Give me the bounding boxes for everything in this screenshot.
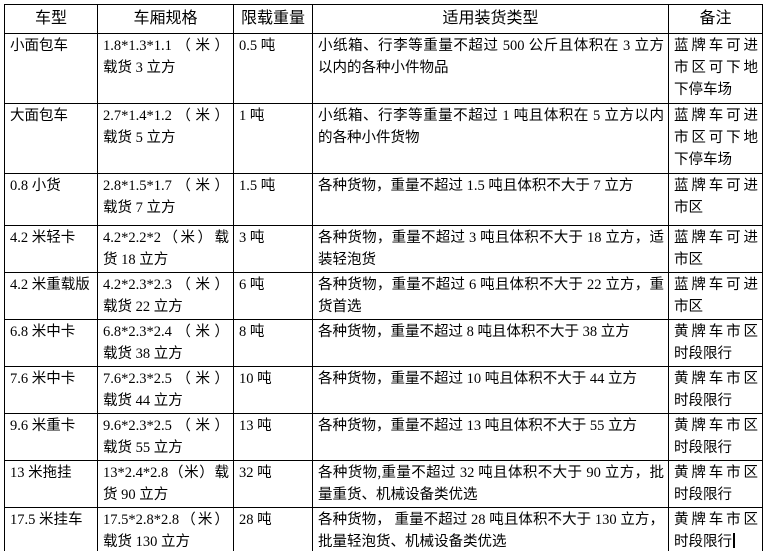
cell-vehicle[interactable]: 9.6 米重卡 <box>4 413 98 461</box>
cell-note-text: 黄牌车市区时段限行 <box>674 512 758 550</box>
cell-limit[interactable]: 8 吨 <box>233 319 313 367</box>
vehicle-table: 车型 车厢规格 限载重量 适用装货类型 备注 小面包车 1.8*1.3*1.1（… <box>4 4 763 551</box>
cell-cargo[interactable]: 各种货物，重量不超过 8 吨且体积不大于 38 立方 <box>312 319 669 367</box>
table-row: 0.8 小货 2.8*1.5*1.7（米）载货 7 立方 1.5 吨 各种货物，… <box>4 173 763 226</box>
cell-vehicle[interactable]: 4.2 米轻卡 <box>4 225 98 273</box>
header-load-limit[interactable]: 限载重量 <box>233 4 313 34</box>
cell-note[interactable]: 黄牌车市区时段限行 <box>668 507 763 551</box>
table-row: 13 米拖挂 13*2.4*2.8（米）载货 90 立方 32 吨 各种货物,重… <box>4 460 763 508</box>
table-row: 7.6 米中卡 7.6*2.3*2.5（米）载货 44 立方 10 吨 各种货物… <box>4 366 763 414</box>
cell-cargo[interactable]: 小纸箱、行李等重量不超过 1 吨且体积在 5 立方以内的各种小件货物 <box>312 103 669 174</box>
cell-limit[interactable]: 3 吨 <box>233 225 313 273</box>
cell-note[interactable]: 蓝牌车可进市区 <box>668 272 763 320</box>
cell-vehicle[interactable]: 7.6 米中卡 <box>4 366 98 414</box>
cell-limit[interactable]: 32 吨 <box>233 460 313 508</box>
cell-spec[interactable]: 7.6*2.3*2.5（米）载货 44 立方 <box>97 366 234 414</box>
cell-note[interactable]: 黄牌车市区时段限行 <box>668 366 763 414</box>
header-vehicle-type[interactable]: 车型 <box>4 4 98 34</box>
cell-limit[interactable]: 10 吨 <box>233 366 313 414</box>
cell-cargo[interactable]: 小纸箱、行李等重量不超过 500 公斤且体积在 3 立方以内的各种小件物品 <box>312 33 669 104</box>
cell-vehicle[interactable]: 13 米拖挂 <box>4 460 98 508</box>
cell-vehicle[interactable]: 4.2 米重载版 <box>4 272 98 320</box>
cell-note[interactable]: 蓝牌车可进市区 <box>668 225 763 273</box>
cell-vehicle[interactable]: 大面包车 <box>4 103 98 174</box>
table-row: 大面包车 2.7*1.4*1.2（米）载货 5 立方 1 吨 小纸箱、行李等重量… <box>4 103 763 174</box>
cell-cargo[interactable]: 各种货物，重量不超过 10 吨且体积不大于 44 立方 <box>312 366 669 414</box>
cell-vehicle[interactable]: 6.8 米中卡 <box>4 319 98 367</box>
cell-limit[interactable]: 13 吨 <box>233 413 313 461</box>
cell-vehicle[interactable]: 小面包车 <box>4 33 98 104</box>
cell-spec[interactable]: 4.2*2.2*2（米）载货 18 立方 <box>97 225 234 273</box>
cell-spec[interactable]: 2.7*1.4*1.2（米）载货 5 立方 <box>97 103 234 174</box>
text-cursor <box>733 533 735 548</box>
cell-cargo[interactable]: 各种货物，重量不超过 6 吨且体积不大于 22 立方，重货首选 <box>312 272 669 320</box>
cell-spec[interactable]: 13*2.4*2.8（米）载货 90 立方 <box>97 460 234 508</box>
cell-cargo[interactable]: 各种货物，重量不超过 13 吨且体积不大于 55 立方 <box>312 413 669 461</box>
header-row: 车型 车厢规格 限载重量 适用装货类型 备注 <box>4 4 763 34</box>
table-row: 17.5 米挂车 17.5*2.8*2.8（米）载货 130 立方 28 吨 各… <box>4 507 763 551</box>
table-row: 小面包车 1.8*1.3*1.1（米）载货 3 立方 0.5 吨 小纸箱、行李等… <box>4 33 763 104</box>
cell-vehicle[interactable]: 0.8 小货 <box>4 173 98 226</box>
cell-spec[interactable]: 4.2*2.3*2.3（米）载货 22 立方 <box>97 272 234 320</box>
cell-note[interactable]: 蓝牌车可进市区 <box>668 173 763 226</box>
cell-spec[interactable]: 9.6*2.3*2.5（米）载货 55 立方 <box>97 413 234 461</box>
cell-limit[interactable]: 1 吨 <box>233 103 313 174</box>
header-cargo-type[interactable]: 适用装货类型 <box>312 4 669 34</box>
header-spec[interactable]: 车厢规格 <box>97 4 234 34</box>
cell-limit[interactable]: 0.5 吨 <box>233 33 313 104</box>
cell-cargo[interactable]: 各种货物,重量不超过 32 吨且体积不大于 90 立方，批量重货、机械设备类优选 <box>312 460 669 508</box>
table-row: 9.6 米重卡 9.6*2.3*2.5（米）载货 55 立方 13 吨 各种货物… <box>4 413 763 461</box>
cell-vehicle[interactable]: 17.5 米挂车 <box>4 507 98 551</box>
table-row: 4.2 米重载版 4.2*2.3*2.3（米）载货 22 立方 6 吨 各种货物… <box>4 272 763 320</box>
cell-spec[interactable]: 6.8*2.3*2.4（米）载货 38 立方 <box>97 319 234 367</box>
table-row: 4.2 米轻卡 4.2*2.2*2（米）载货 18 立方 3 吨 各种货物，重量… <box>4 225 763 273</box>
cell-limit[interactable]: 6 吨 <box>233 272 313 320</box>
cell-limit[interactable]: 28 吨 <box>233 507 313 551</box>
table-row: 6.8 米中卡 6.8*2.3*2.4（米）载货 38 立方 8 吨 各种货物，… <box>4 319 763 367</box>
cell-note[interactable]: 黄牌车市区时段限行 <box>668 319 763 367</box>
cell-note[interactable]: 蓝牌车可进市区可下地下停车场 <box>668 103 763 174</box>
cell-note[interactable]: 黄牌车市区时段限行 <box>668 413 763 461</box>
header-note[interactable]: 备注 <box>668 4 763 34</box>
cell-limit[interactable]: 1.5 吨 <box>233 173 313 226</box>
cell-note[interactable]: 蓝牌车可进市区可下地下停车场 <box>668 33 763 104</box>
cell-note[interactable]: 黄牌车市区时段限行 <box>668 460 763 508</box>
cell-spec[interactable]: 17.5*2.8*2.8（米）载货 130 立方 <box>97 507 234 551</box>
cell-cargo[interactable]: 各种货物， 重量不超过 28 吨且体积不大于 130 立方，批量轻泡货、机械设备… <box>312 507 669 551</box>
cell-spec[interactable]: 2.8*1.5*1.7（米）载货 7 立方 <box>97 173 234 226</box>
cell-cargo[interactable]: 各种货物，重量不超过 3 吨且体积不大于 18 立方，适装轻泡货 <box>312 225 669 273</box>
cell-spec[interactable]: 1.8*1.3*1.1（米）载货 3 立方 <box>97 33 234 104</box>
cell-cargo[interactable]: 各种货物，重量不超过 1.5 吨且体积不大于 7 立方 <box>312 173 669 226</box>
